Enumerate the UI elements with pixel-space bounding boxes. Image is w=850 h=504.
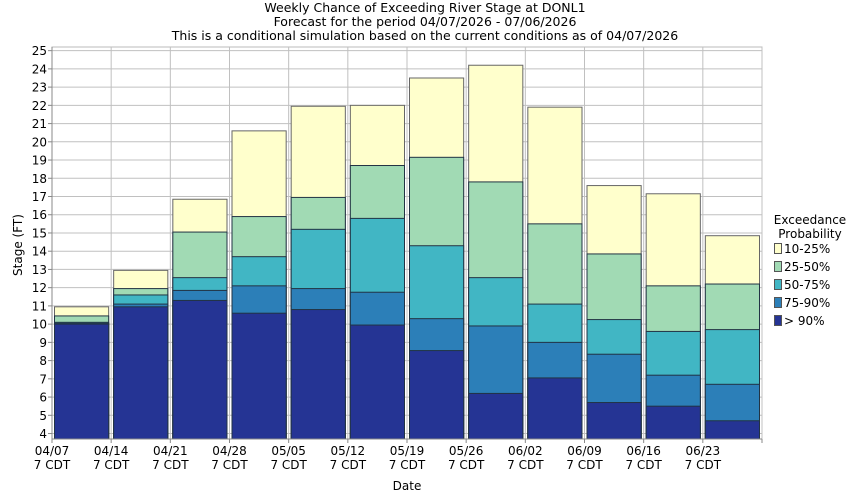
- y-tick-label: 13: [32, 263, 47, 277]
- x-tick-label: 05/26: [449, 444, 484, 458]
- y-tick-label: 19: [32, 154, 47, 168]
- legend-label: 50-75%: [784, 278, 830, 292]
- x-tick-label: 06/02: [508, 444, 543, 458]
- y-tick-label: 15: [32, 226, 47, 240]
- y-tick-label: 17: [32, 190, 47, 204]
- y-tick-label: 12: [32, 281, 47, 295]
- x-tick-sublabel: 7 CDT: [270, 458, 307, 472]
- y-tick-label: 24: [32, 62, 47, 76]
- bar-segment: [704, 420, 760, 440]
- y-tick-label: 10: [32, 318, 47, 332]
- legend-label: 75-90%: [784, 296, 830, 310]
- legend-swatch: [774, 315, 782, 326]
- x-tick-sublabel: 7 CDT: [389, 458, 426, 472]
- x-tick-label: 04/28: [212, 444, 247, 458]
- grid: [51, 46, 763, 440]
- y-tick-label: 14: [32, 245, 47, 259]
- x-tick-label: 06/23: [686, 444, 721, 458]
- legend-label: 25-50%: [784, 260, 830, 274]
- x-tick-sublabel: 7 CDT: [566, 458, 603, 472]
- y-tick-label: 20: [32, 135, 47, 149]
- y-tick-label: 4: [39, 427, 47, 441]
- y-tick-label: 11: [32, 299, 47, 313]
- bar-segment: [231, 312, 287, 440]
- x-tick-sublabel: 7 CDT: [507, 458, 544, 472]
- bar-segment: [54, 323, 110, 440]
- bar-segment: [468, 392, 524, 440]
- y-tick-label: 16: [32, 208, 47, 222]
- x-tick-sublabel: 7 CDT: [330, 458, 367, 472]
- chart-title: Weekly Chance of Exceeding River Stage a…: [264, 0, 585, 15]
- x-tick-sublabel: 7 CDT: [211, 458, 248, 472]
- x-tick-label: 04/07: [35, 444, 70, 458]
- x-tick-label: 04/14: [94, 444, 129, 458]
- bar-segment: [645, 405, 701, 440]
- x-tick-label: 05/05: [271, 444, 306, 458]
- bar-segment: [349, 324, 406, 440]
- legend-title-2: Probability: [778, 227, 841, 241]
- x-axis-label: Date: [393, 479, 422, 493]
- x-tick-sublabel: 7 CDT: [448, 458, 485, 472]
- legend-swatch: [774, 279, 782, 290]
- y-tick-label: 22: [32, 99, 47, 113]
- chart-subtitle-1: Forecast for the period 04/07/2026 - 07/…: [274, 14, 577, 29]
- x-tick-label: 05/12: [331, 444, 366, 458]
- x-tick-sublabel: 7 CDT: [93, 458, 130, 472]
- legend: Exceedance Probability 10-25% 25-50% 50-75…: [774, 213, 846, 328]
- y-tick-label: 23: [32, 81, 47, 95]
- y-tick-label: 21: [32, 117, 47, 131]
- x-tick-label: 04/21: [153, 444, 188, 458]
- bar-segment: [290, 309, 346, 440]
- x-tick-label: 05/19: [390, 444, 425, 458]
- bar-segment: [113, 306, 169, 440]
- bar-segment: [409, 350, 465, 440]
- y-tick-label: 6: [39, 391, 47, 405]
- y-tick-label: 8: [39, 354, 47, 368]
- x-tick-sublabel: 7 CDT: [685, 458, 722, 472]
- chart-subtitle-2: This is a conditional simulation based o…: [171, 28, 678, 43]
- legend-label: > 90%: [784, 314, 825, 328]
- bar-segment: [172, 299, 228, 440]
- x-tick-label: 06/16: [626, 444, 661, 458]
- legend-swatch: [774, 243, 782, 254]
- y-tick-label: 5: [39, 409, 47, 423]
- x-tick-sublabel: 7 CDT: [34, 458, 71, 472]
- y-tick-label: 9: [39, 336, 47, 350]
- y-tick-label: 7: [39, 372, 47, 386]
- legend-swatch: [774, 261, 782, 272]
- legend-label: 10-25%: [784, 242, 830, 256]
- y-tick-label: 18: [32, 172, 47, 186]
- bar-segment: [586, 402, 642, 440]
- y-tick-label: 25: [32, 44, 47, 58]
- legend-title-1: Exceedance: [774, 213, 846, 227]
- x-tick-label: 06/09: [567, 444, 602, 458]
- bar-segment: [527, 377, 583, 440]
- axes: 4 5 6 7 8 9 10 11 12 13 14 15 16 17 18 19 20 21 22 23 24 25 04…: [32, 44, 763, 472]
- x-tick-sublabel: 7 CDT: [152, 458, 189, 472]
- y-axis-label: Stage (FT): [11, 214, 25, 276]
- legend-swatch: [774, 297, 782, 308]
- x-tick-sublabel: 7 CDT: [625, 458, 662, 472]
